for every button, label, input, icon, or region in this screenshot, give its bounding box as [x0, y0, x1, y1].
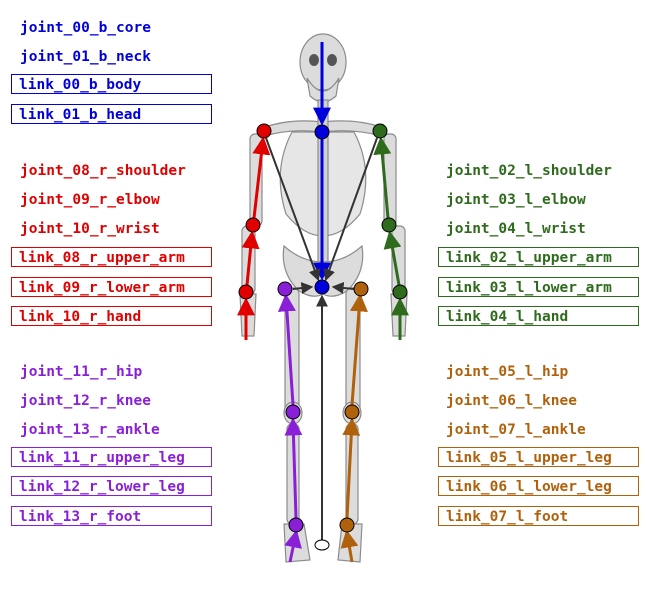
link-label-r-hand: link_10_r_hand [11, 306, 212, 326]
link-label-r-foot: link_13_r_foot [11, 506, 212, 526]
link-label-r-upper-arm: link_08_r_upper_arm [11, 247, 212, 267]
joint-l-wrist-dot [392, 284, 408, 300]
joint-l-elbow-dot [381, 217, 397, 233]
link-label-l-hand: link_04_l_hand [438, 306, 639, 326]
link-label-r-upper-leg: link_11_r_upper_leg [11, 447, 212, 467]
link-label-l-upper-arm: link_02_l_upper_arm [438, 247, 639, 267]
link-l-hip-core-arrow [331, 281, 355, 294]
link-label-r-lower-leg: link_12_r_lower_leg [11, 476, 212, 496]
link-label-r-lower-arm: link_09_r_lower_arm [11, 277, 212, 297]
link-l-shoulder-core-arrow [323, 137, 378, 282]
joint-label-l-knee: joint_06_l_knee [446, 393, 577, 409]
joint-l-knee-dot [344, 404, 360, 420]
link-r-upper-leg-arrow [277, 293, 296, 406]
link-l-lower-leg-arrow [342, 417, 361, 519]
joint-r-wrist-dot [238, 284, 254, 300]
link-r-lower-arm-arrow [241, 230, 260, 286]
joint-label-r-ankle: joint_13_r_ankle [20, 422, 160, 438]
joint-l-hip-dot [353, 281, 369, 297]
joint-label-r-elbow: joint_09_r_elbow [20, 192, 160, 208]
link-label-l-lower-arm: link_03_l_lower_arm [438, 277, 639, 297]
link-l-upper-arm-arrow [373, 136, 392, 219]
joint-label-r-knee: joint_12_r_knee [20, 393, 151, 409]
joint-r-hip-dot [277, 281, 293, 297]
joint-l-shoulder-dot [372, 123, 388, 139]
link-l-foot-arrow [340, 529, 359, 563]
root-dot [314, 539, 330, 551]
link-r-upper-arm-arrow [252, 136, 271, 219]
joint-neck-dot [314, 124, 330, 140]
link-l-upper-leg-arrow [349, 293, 368, 406]
joint-r-elbow-dot [245, 217, 261, 233]
link-r-hip-core-arrow [292, 282, 314, 295]
joint-r-ankle-dot [288, 517, 304, 533]
joint-label-r-hip: joint_11_r_hip [20, 364, 143, 380]
joint-l-ankle-dot [339, 517, 355, 533]
joint-r-shoulder-dot [256, 123, 272, 139]
link-l-lower-arm-arrow [383, 230, 402, 286]
joint-label-l-elbow: joint_03_l_elbow [446, 192, 586, 208]
joint-label-l-hip: joint_05_l_hip [446, 364, 569, 380]
joint-label-core: joint_00_b_core [20, 20, 151, 36]
link-label-l-foot: link_07_l_foot [438, 506, 639, 526]
link-label-l-lower-leg: link_06_l_lower_leg [438, 476, 639, 496]
joint-label-l-ankle: joint_07_l_ankle [446, 422, 586, 438]
joint-label-l-wrist: joint_04_l_wrist [446, 221, 586, 237]
joint-r-knee-dot [285, 404, 301, 420]
link-r-foot-arrow [284, 529, 302, 563]
joint-label-l-shoulder: joint_02_l_shoulder [446, 163, 612, 179]
link-label-l-upper-leg: link_05_l_upper_leg [438, 447, 639, 467]
link-r-shoulder-core-arrow [265, 137, 321, 282]
link-r-lower-leg-arrow [284, 417, 303, 519]
link-label-head: link_01_b_head [11, 104, 212, 124]
joint-label-r-wrist: joint_10_r_wrist [20, 221, 160, 237]
joint-core-dot [314, 279, 330, 295]
joint-label-neck: joint_01_b_neck [20, 49, 151, 65]
link-label-body: link_00_b_body [11, 74, 212, 94]
joint-label-r-shoulder: joint_08_r_shoulder [20, 163, 186, 179]
